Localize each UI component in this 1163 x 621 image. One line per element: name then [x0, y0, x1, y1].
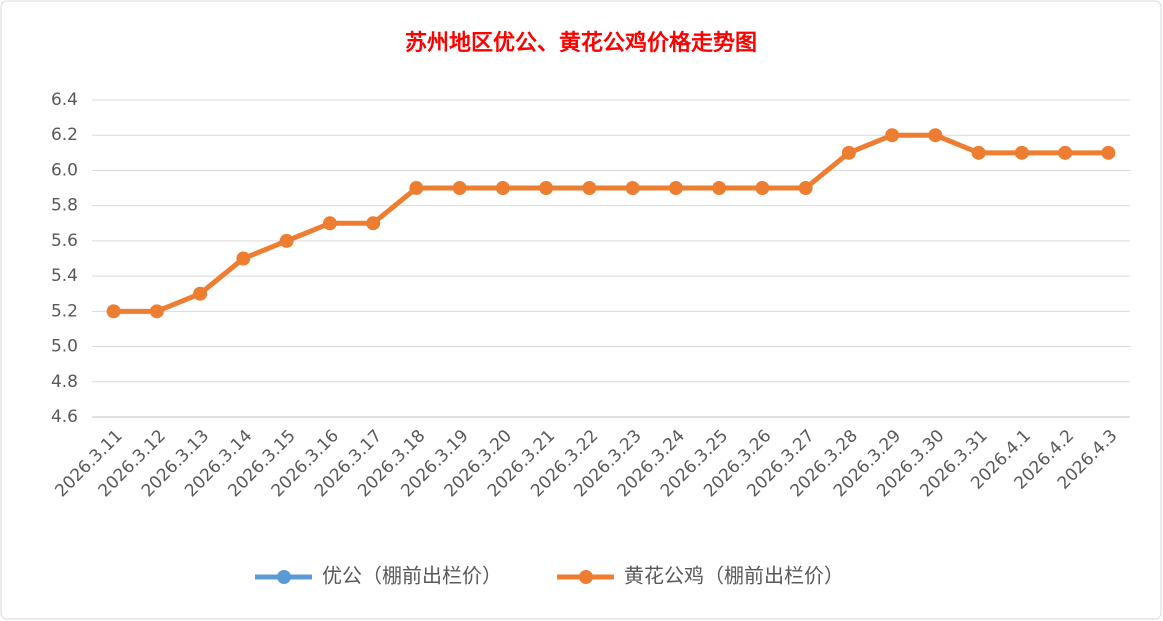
y-tick-label: 6.2 — [51, 125, 78, 145]
y-tick-label: 6.0 — [51, 160, 78, 180]
data-point — [885, 128, 900, 143]
data-point — [495, 181, 510, 196]
data-point — [625, 181, 640, 196]
data-point — [1101, 145, 1116, 160]
y-tick-label: 5.8 — [51, 196, 78, 216]
data-point — [668, 181, 683, 196]
data-point — [1058, 145, 1073, 160]
data-point — [409, 181, 424, 196]
y-tick-label: 4.6 — [51, 407, 78, 427]
data-point — [971, 145, 986, 160]
data-point — [928, 128, 943, 143]
data-point — [106, 304, 121, 319]
legend-marker — [277, 570, 291, 584]
y-tick-label: 5.6 — [51, 231, 78, 251]
series-line — [113, 132, 1109, 314]
data-point — [366, 216, 381, 231]
y-tick-label: 5.2 — [51, 301, 78, 321]
legend-label: 优公（棚前出栏价） — [322, 564, 502, 588]
y-tick-label: 5.0 — [51, 337, 78, 357]
data-point — [322, 216, 337, 231]
data-point — [236, 251, 251, 266]
data-point — [1014, 145, 1029, 160]
data-point — [193, 286, 208, 301]
legend-marker — [579, 570, 593, 584]
data-point — [841, 145, 856, 160]
data-point — [755, 181, 770, 196]
data-point — [452, 181, 467, 196]
chart-title: 苏州地区优公、黄花公鸡价格走势图 — [405, 30, 757, 56]
y-tick-label: 4.8 — [51, 372, 78, 392]
data-point — [539, 181, 554, 196]
y-tick-label: 6.4 — [51, 90, 78, 110]
legend-label: 黄花公鸡（棚前出栏价） — [624, 564, 844, 588]
y-tick-label: 5.4 — [51, 266, 78, 286]
data-point — [798, 181, 813, 196]
data-point — [712, 181, 727, 196]
data-point — [279, 233, 294, 248]
data-point — [149, 304, 164, 319]
data-point — [582, 181, 597, 196]
